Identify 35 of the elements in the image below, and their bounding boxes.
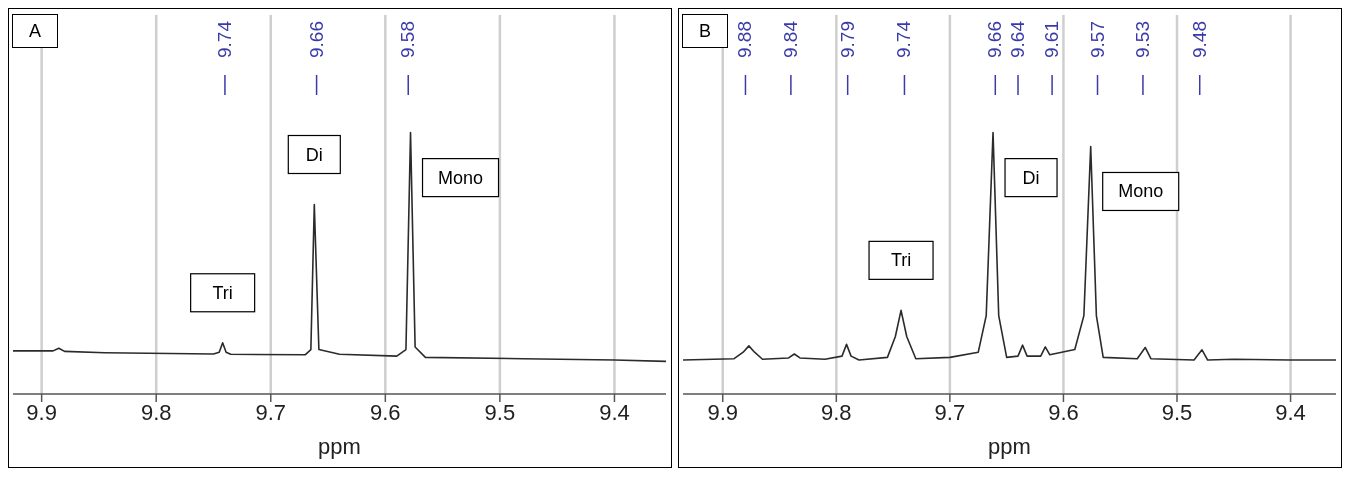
annotation: 9.79: [836, 21, 858, 58]
x-tick-label: 9.6: [1048, 399, 1079, 425]
x-tick-label: 9.9: [707, 399, 739, 425]
x-axis-title: ppm: [988, 434, 1031, 459]
annotation: 9.53: [1131, 21, 1153, 58]
x-tick-label: 9.6: [370, 399, 401, 425]
annotation: Tri: [890, 250, 912, 271]
annotation: 9.88: [734, 21, 756, 58]
annotation: Mono: [1118, 181, 1164, 202]
annotation: 9.66: [305, 21, 327, 58]
x-tick-label: 9.7: [934, 399, 966, 425]
x-tick-label: 9.4: [1275, 399, 1306, 425]
annotation: 9.58: [397, 21, 419, 58]
x-axis-title: ppm: [318, 434, 361, 459]
annotation: 9.74: [213, 20, 235, 58]
annotation: 9.66: [984, 21, 1006, 58]
x-tick-label: 9.9: [26, 399, 57, 425]
annotation: Di: [305, 144, 323, 165]
annotation: 9.74: [893, 20, 915, 58]
x-tick-label: 9.5: [484, 399, 516, 425]
x-tick-label: 9.7: [255, 399, 287, 425]
annotation: 9.48: [1188, 21, 1210, 58]
annotation: Di: [1022, 167, 1040, 188]
annotation: Tri: [212, 282, 233, 303]
annotation: Mono: [438, 167, 484, 188]
x-tick-label: 9.8: [140, 399, 172, 425]
annotation: 9.57: [1086, 21, 1108, 58]
annotation: 9.61: [1041, 21, 1063, 58]
chart-title: A: [12, 14, 58, 48]
x-tick-label: 9.5: [1161, 399, 1193, 425]
annotation: 9.84: [779, 20, 801, 58]
chart-title: B: [682, 14, 728, 48]
annotation: 9.64: [1007, 20, 1029, 58]
x-tick-label: 9.8: [821, 399, 852, 425]
x-tick-label: 9.4: [599, 399, 630, 425]
